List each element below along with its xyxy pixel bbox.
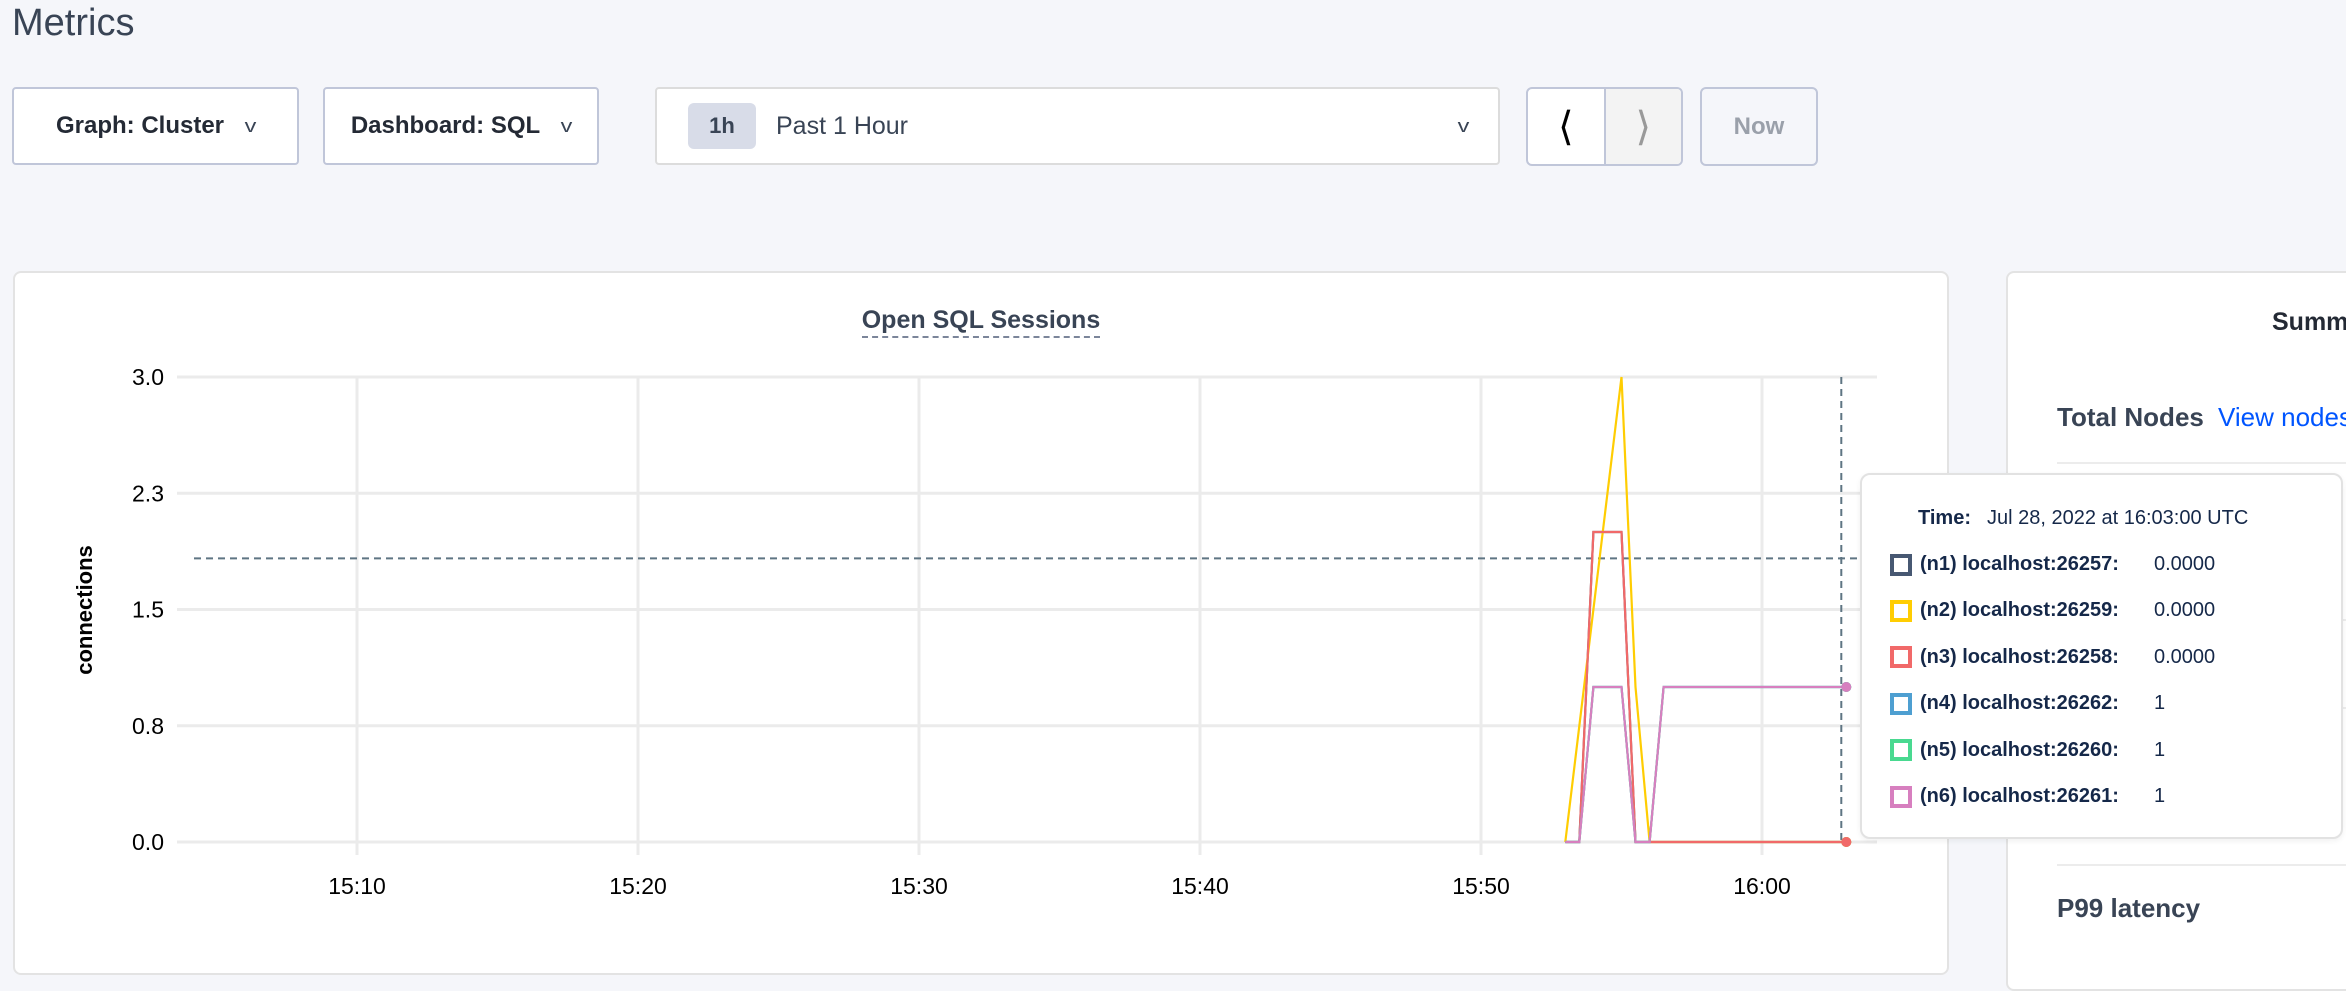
- tooltip-series-value: 1: [2154, 738, 2166, 761]
- tooltip-series-value: 0.0000: [2154, 553, 2216, 575]
- divider: [2057, 864, 2346, 866]
- tooltip-row: (n2) localhost:26259: 0.0000: [1890, 599, 2215, 622]
- tooltip-series-name: (n2) localhost:26259:: [1920, 599, 2119, 622]
- chart-title: Open SQL Sessions: [0, 306, 1962, 338]
- tooltip-series-value: 1: [2154, 692, 2166, 715]
- p99-latency-label: P99 latency: [2057, 893, 2201, 923]
- series-swatch-icon: [1890, 599, 1912, 622]
- time-range-select[interactable]: 1h Past 1 Hour v: [655, 87, 1500, 165]
- y-axis-label: connections: [72, 545, 97, 675]
- x-tick-label: 15:50: [1452, 873, 1510, 899]
- chevron-down-icon: v: [1457, 115, 1470, 136]
- chevron-right-icon: ⟩: [1635, 104, 1652, 149]
- tooltip-time-value: Jul 28, 2022 at 16:03:00 UTC: [1986, 507, 2249, 529]
- page-title: Metrics: [12, 2, 135, 44]
- time-range-label: Past 1 Hour: [776, 111, 909, 140]
- chevron-down-icon: v: [244, 115, 257, 136]
- y-tick-label: 2.3: [132, 480, 164, 506]
- x-tick-label: 15:10: [328, 873, 386, 899]
- time-nav-group: ⟨ ⟩: [1526, 87, 1683, 166]
- y-tick-label: 0.8: [132, 713, 164, 739]
- x-tick-label: 15:30: [890, 873, 948, 899]
- x-tick-label: 15:20: [609, 873, 667, 899]
- series-line-5[interactable]: [1565, 685, 1847, 844]
- chevron-down-icon: v: [560, 115, 573, 136]
- view-nodes-link[interactable]: View nodes: [2218, 402, 2346, 432]
- now-button[interactable]: Now: [1700, 87, 1818, 166]
- summary-title: Summ: [2272, 308, 2346, 336]
- chart-plot[interactable]: 0.0 0.8 1.5 2.3 3.0 15:10 15:20 15:30 15:40 15:50…: [0, 0, 1960, 978]
- y-tick-label: 0.0: [132, 829, 164, 855]
- previous-button[interactable]: ⟨: [1528, 89, 1606, 164]
- tooltip-series-name: (n3) localhost:26258:: [1920, 645, 2119, 668]
- tooltip-row: (n4) localhost:26262: 1: [1890, 692, 2165, 715]
- tooltip-row: (n1) localhost:26257: 0.0000: [1890, 553, 2215, 576]
- series-line-4[interactable]: [1565, 685, 1847, 844]
- graph-select-label: Graph: Cluster: [55, 112, 225, 139]
- graph-select[interactable]: Graph: Cluster v: [12, 87, 299, 165]
- series-swatch-icon: [1890, 692, 1912, 715]
- tooltip-series-value: 0.0000: [2154, 645, 2216, 668]
- series-swatch-icon: [1890, 785, 1912, 808]
- dashboard-select-label: Dashboard: SQL: [350, 112, 541, 139]
- next-button[interactable]: ⟩: [1605, 89, 1681, 164]
- tooltip-time-label: Time:: [1918, 507, 1971, 529]
- tooltip-row: (n6) localhost:26261: 1: [1890, 785, 2165, 808]
- tooltip-series-name: (n6) localhost:26261:: [1920, 785, 2119, 807]
- tooltip-series-name: (n5) localhost:26260:: [1920, 738, 2119, 761]
- chart-title-text[interactable]: Open SQL Sessions: [861, 306, 1101, 338]
- tooltip-series-value: 0.0000: [2154, 599, 2216, 622]
- x-tick-label: 16:00: [1733, 873, 1791, 899]
- dashboard-select[interactable]: Dashboard: SQL v: [323, 87, 599, 165]
- tooltip-row: (n3) localhost:26258: 0.0000: [1890, 645, 2215, 669]
- series-swatch-icon: [1890, 739, 1912, 762]
- series-line-6[interactable]: [1565, 685, 1847, 844]
- chevron-left-icon: ⟨: [1557, 104, 1574, 149]
- tooltip-series-value: 1: [2154, 785, 2166, 807]
- total-nodes-label: Total Nodes: [2057, 402, 2204, 432]
- divider: [2057, 462, 2346, 464]
- tooltip-series-name: (n4) localhost:26262:: [1920, 692, 2119, 715]
- x-tick-label: 15:40: [1171, 873, 1229, 899]
- hover-point-3: [1841, 837, 1852, 847]
- tooltip-row: (n5) localhost:26260: 1: [1890, 738, 2165, 762]
- y-tick-label: 3.0: [132, 364, 164, 390]
- y-tick-label: 1.5: [132, 597, 164, 623]
- time-range-badge: 1h: [688, 103, 756, 149]
- chart-tooltip: Time: Jul 28, 2022 at 16:03:00 UTC (n1) …: [1860, 473, 2343, 839]
- series-swatch-icon: [1890, 646, 1912, 669]
- hover-point-6: [1841, 682, 1852, 692]
- series-swatch-icon: [1890, 553, 1912, 576]
- tooltip-series-name: (n1) localhost:26257:: [1920, 553, 2119, 575]
